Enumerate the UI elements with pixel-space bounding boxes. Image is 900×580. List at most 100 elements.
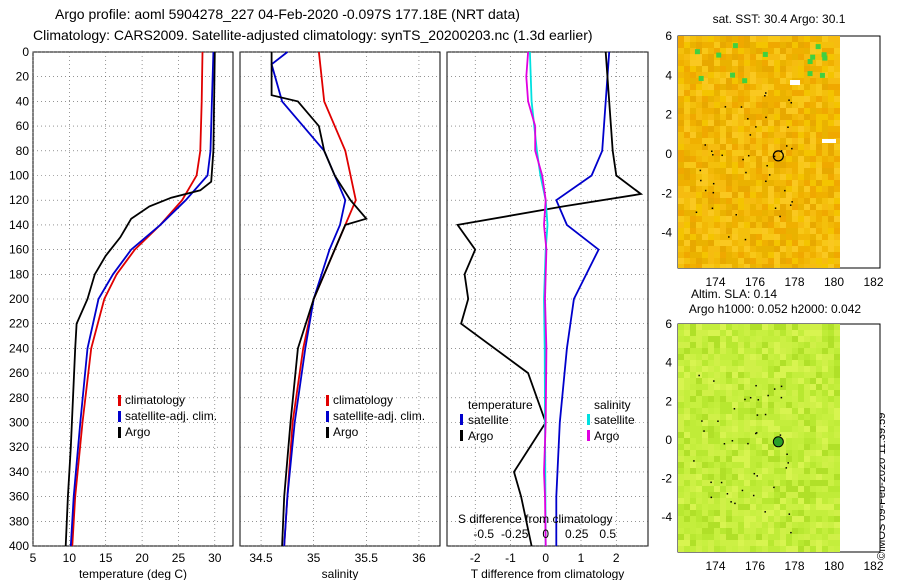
map-cell-sla_map — [744, 438, 750, 444]
map-cell-sst_map — [750, 216, 756, 222]
map-cell-sla_map — [780, 504, 786, 510]
map-cell-sla_map — [756, 522, 762, 528]
map-cell-sla_map — [744, 384, 750, 390]
map-cell-sst_map — [726, 192, 732, 198]
map-cell-sla_map — [732, 498, 738, 504]
map-cell-sst_map — [678, 48, 684, 54]
map-cell-sla_map — [678, 324, 684, 330]
map-cell-sla_map — [810, 372, 816, 378]
map-cell-sst_map — [756, 126, 762, 132]
map-cell-sst_map — [786, 198, 792, 204]
map-ytick-label-sst_map: 6 — [665, 29, 672, 43]
map-cell-sla_map — [816, 444, 822, 450]
map-cell-sla_map — [774, 498, 780, 504]
map-cell-sst_map — [798, 168, 804, 174]
map-cell-sla_map — [810, 516, 816, 522]
map-cell-sst_map — [744, 156, 750, 162]
map-cell-sst_map — [816, 84, 822, 90]
map-cell-sst_map — [690, 264, 696, 268]
map-cell-sla_map — [822, 396, 828, 402]
map-island-sla_map — [726, 493, 729, 495]
map-cell-sla_map — [756, 450, 762, 456]
map-cell-sla_map — [678, 498, 684, 504]
map-cell-sla_map — [714, 450, 720, 456]
map-cell-sla_map — [768, 414, 774, 420]
map-cell-sst_map — [822, 234, 828, 240]
map-cell-sla_map — [780, 486, 786, 492]
map-cell-sst_map — [828, 222, 834, 228]
map-cell-sla_map — [792, 444, 798, 450]
map-cell-sla_map — [720, 360, 726, 366]
map-cell-sla_map — [702, 522, 708, 528]
ytick-label: 120 — [9, 193, 29, 207]
map-cell-sst_map — [720, 174, 726, 180]
map-cell-sst_map — [822, 156, 828, 162]
map-cell-sst_map — [756, 192, 762, 198]
map-cell-sla_map — [750, 546, 756, 552]
map-cell-sla_map — [804, 510, 810, 516]
map-cell-sst_map — [792, 102, 798, 108]
map-cell-sst_map — [684, 84, 690, 90]
map-cell-sst_map — [834, 204, 840, 210]
map-cell-sst_map — [732, 216, 738, 222]
map-cell-sla_map — [828, 528, 834, 534]
map-cell-sla_map — [702, 480, 708, 486]
map-cell-sst_map — [762, 144, 768, 150]
map-cell-sla_map — [744, 432, 750, 438]
map-cell-sst_map — [780, 258, 786, 264]
map-cell-sst_map — [678, 66, 684, 72]
map-cell-sla_map — [714, 414, 720, 420]
map-cell-sst_map — [810, 66, 816, 72]
map-island-sst_map — [699, 169, 702, 172]
map-cell-sla_map — [816, 414, 822, 420]
map-cell-sla_map — [708, 354, 714, 360]
map-island-sst_map — [780, 150, 783, 152]
map-cell-sst_map — [792, 240, 798, 246]
map-cell-sla_map — [726, 546, 732, 552]
map-cell-sla_map — [798, 516, 804, 522]
map-cell-sst_map — [744, 120, 750, 126]
map-cell-sst_map — [756, 168, 762, 174]
map-cell-sst_map — [684, 186, 690, 192]
map-cell-sst_map — [816, 204, 822, 210]
map-cell-sla_map — [786, 426, 792, 432]
map-cell-sst_map — [834, 156, 840, 162]
map-cell-sst_map — [744, 228, 750, 234]
map-cell-sst_map — [684, 126, 690, 132]
map-cell-sst_map — [702, 108, 708, 114]
map-cell-sst_map — [726, 126, 732, 132]
map-cell-sst_map — [726, 240, 732, 246]
map-cell-sst_map — [816, 252, 822, 258]
map-cell-sla_map — [768, 378, 774, 384]
map-cell-sst_map — [762, 222, 768, 228]
map-island-sla_map — [755, 432, 758, 434]
map-cell-sst_map — [816, 48, 822, 54]
x2tick-label: -0.5 — [473, 527, 494, 541]
map-cell-sla_map — [750, 360, 756, 366]
map-cell-sla_map — [798, 444, 804, 450]
map-cell-sla_map — [762, 498, 768, 504]
map-cell-sla_map — [804, 378, 810, 384]
map-cell-sst_map — [696, 180, 702, 186]
map-cell-sla_map — [720, 516, 726, 522]
map-cell-sst_map — [810, 156, 816, 162]
map-cell-sst_map — [786, 54, 792, 60]
map-cell-sst_map — [774, 144, 780, 150]
map-cell-sla_map — [702, 510, 708, 516]
series-line-salinity — [270, 52, 368, 547]
map-cell-sst_map — [708, 180, 714, 186]
map-cell-sla_map — [828, 468, 834, 474]
map-cell-sla_map — [690, 408, 696, 414]
map-island-sla_map — [730, 501, 732, 503]
map-cell-sla_map — [768, 474, 774, 480]
map-cell-sla_map — [762, 378, 768, 384]
map-cell-sst_map — [768, 36, 774, 42]
legend-label-salinity: climatology — [333, 393, 393, 407]
map-cell-sst_map — [720, 204, 726, 210]
map-cell-sst_map — [756, 36, 762, 42]
map-cell-sst_map — [780, 174, 786, 180]
map-cell-sla_map — [816, 522, 822, 528]
map-cell-sla_map — [684, 324, 690, 330]
map-cell-sst_map — [720, 228, 726, 234]
map-cell-sla_map — [768, 348, 774, 354]
